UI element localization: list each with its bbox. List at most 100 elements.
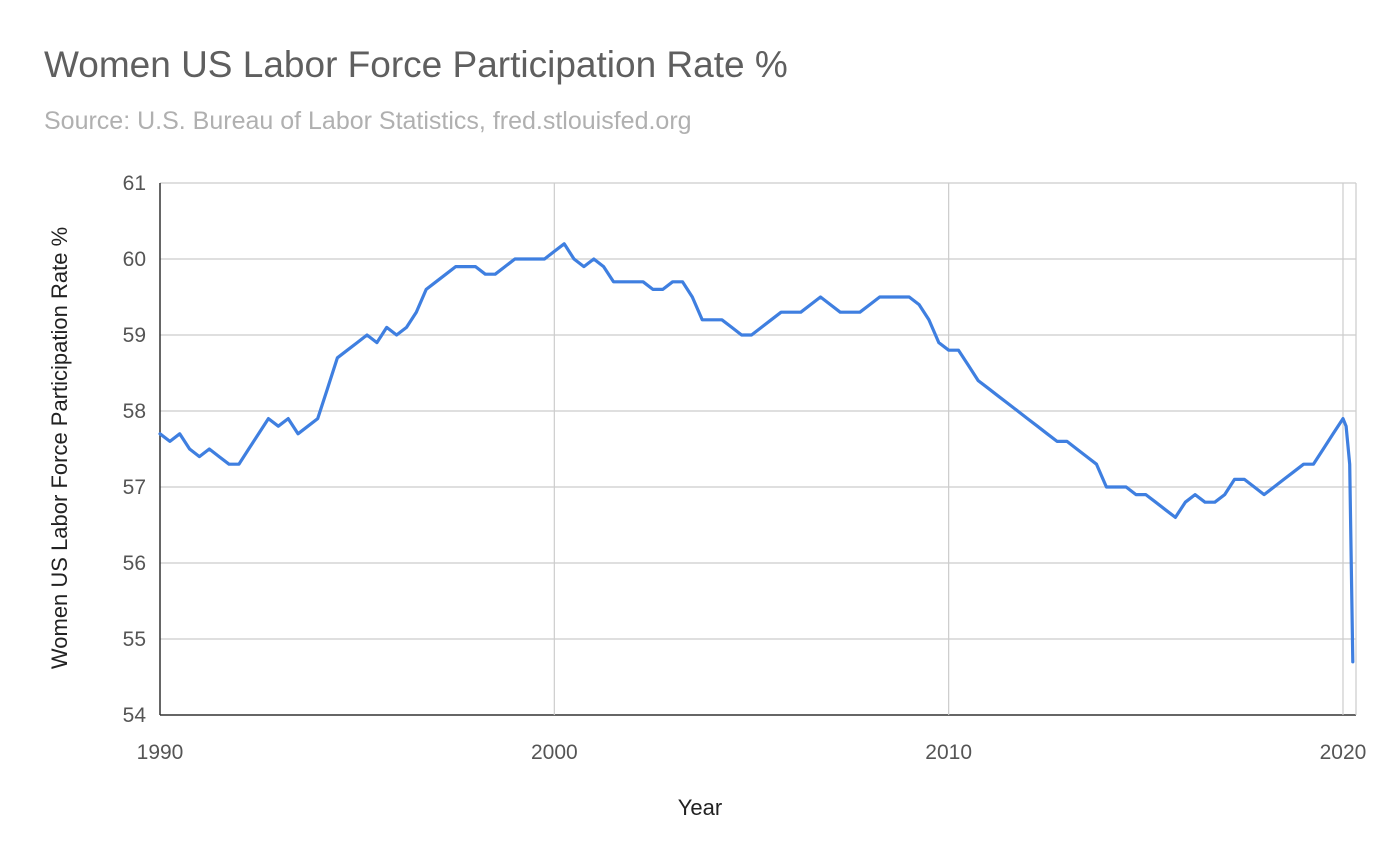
y-tick-label: 54 xyxy=(123,704,147,727)
data-point xyxy=(1134,493,1138,496)
data-point xyxy=(365,333,369,337)
data-point xyxy=(632,280,635,283)
data-point xyxy=(1344,425,1348,428)
data-point xyxy=(1331,432,1335,435)
y-tick-label: 55 xyxy=(123,628,146,651)
data-point xyxy=(819,295,822,299)
data-point xyxy=(464,265,467,268)
data-point xyxy=(592,257,595,261)
data-point xyxy=(908,295,911,299)
data-point xyxy=(553,250,556,253)
data-point xyxy=(494,273,497,276)
data-point xyxy=(1341,417,1345,420)
data-point xyxy=(257,432,260,435)
data-point xyxy=(582,265,586,268)
data-point xyxy=(770,318,773,321)
data-point xyxy=(444,273,448,276)
data-point xyxy=(425,288,428,291)
x-tick-label: 2020 xyxy=(1320,741,1367,764)
data-point xyxy=(208,447,211,451)
y-tick-label: 61 xyxy=(123,172,146,195)
chart-title: Women US Labor Force Participation Rate … xyxy=(44,44,788,85)
data-point xyxy=(1124,485,1128,489)
data-point xyxy=(1292,470,1295,473)
data-point xyxy=(188,447,191,451)
data-point xyxy=(326,387,329,390)
data-point xyxy=(809,303,812,306)
data-point xyxy=(405,326,408,329)
data-point xyxy=(306,425,310,428)
data-point xyxy=(1262,493,1266,496)
gridlines xyxy=(159,182,1357,716)
data-point xyxy=(346,349,349,352)
data-point xyxy=(1154,501,1157,504)
data-point xyxy=(563,242,566,245)
data-point xyxy=(1282,478,1286,481)
data-point xyxy=(237,463,241,466)
data-point xyxy=(1302,463,1305,466)
data-point xyxy=(1006,402,1009,405)
x-axis-label: Year xyxy=(678,795,722,820)
data-point xyxy=(1115,485,1118,489)
data-point xyxy=(1026,417,1029,420)
data-point xyxy=(829,303,832,306)
data-point xyxy=(1055,440,1059,443)
y-tick-label: 58 xyxy=(123,400,146,423)
x-tick-label: 1990 xyxy=(137,741,184,764)
data-point xyxy=(789,311,793,314)
data-point xyxy=(701,318,704,321)
y-axis-ticks: 54 55 56 57 58 59 60 61 xyxy=(123,172,147,727)
data-point xyxy=(296,432,300,435)
data-point xyxy=(543,257,546,261)
data-point xyxy=(760,326,763,329)
data-point xyxy=(503,265,507,268)
data-point xyxy=(434,280,438,283)
data-point xyxy=(622,280,625,283)
data-point xyxy=(740,333,743,337)
data-point xyxy=(1272,485,1276,489)
data-point xyxy=(217,455,221,458)
data-point xyxy=(277,425,280,428)
data-point xyxy=(651,288,655,291)
data-point xyxy=(641,280,645,283)
data-point xyxy=(750,333,753,337)
data-point xyxy=(198,455,201,458)
data-point xyxy=(513,257,517,261)
data-point xyxy=(1223,493,1226,496)
data-point xyxy=(336,356,339,359)
data-point xyxy=(878,295,881,299)
data-point xyxy=(385,326,388,329)
data-point xyxy=(1253,485,1256,489)
data-point xyxy=(1016,409,1019,413)
data-point xyxy=(1144,493,1148,496)
data-point xyxy=(612,280,615,283)
y-tick-label: 59 xyxy=(123,324,146,347)
data-point xyxy=(1203,501,1207,504)
data-point xyxy=(858,311,862,314)
data-point xyxy=(1193,493,1197,496)
data-point xyxy=(957,349,960,352)
data-point xyxy=(1075,447,1079,451)
data-point xyxy=(839,311,842,314)
data-point xyxy=(178,432,181,435)
data-point xyxy=(1036,425,1039,428)
data-point xyxy=(947,349,950,352)
data-point xyxy=(1174,516,1177,519)
y-axis-label: Women US Labor Force Participation Rate … xyxy=(47,227,72,669)
data-point xyxy=(474,265,477,268)
data-point xyxy=(168,440,172,443)
data-point xyxy=(986,387,990,390)
data-point xyxy=(395,333,398,337)
data-point xyxy=(1351,660,1355,663)
y-tick-label: 60 xyxy=(123,248,146,271)
data-point xyxy=(967,364,970,367)
y-tick-label: 56 xyxy=(123,552,146,575)
data-point xyxy=(572,257,576,261)
chart-subtitle: Source: U.S. Bureau of Labor Statistics,… xyxy=(44,107,692,135)
y-tick-label: 57 xyxy=(123,476,146,499)
data-point xyxy=(1085,455,1088,458)
data-point xyxy=(720,318,724,321)
data-point xyxy=(267,417,270,420)
data-point xyxy=(316,417,319,420)
